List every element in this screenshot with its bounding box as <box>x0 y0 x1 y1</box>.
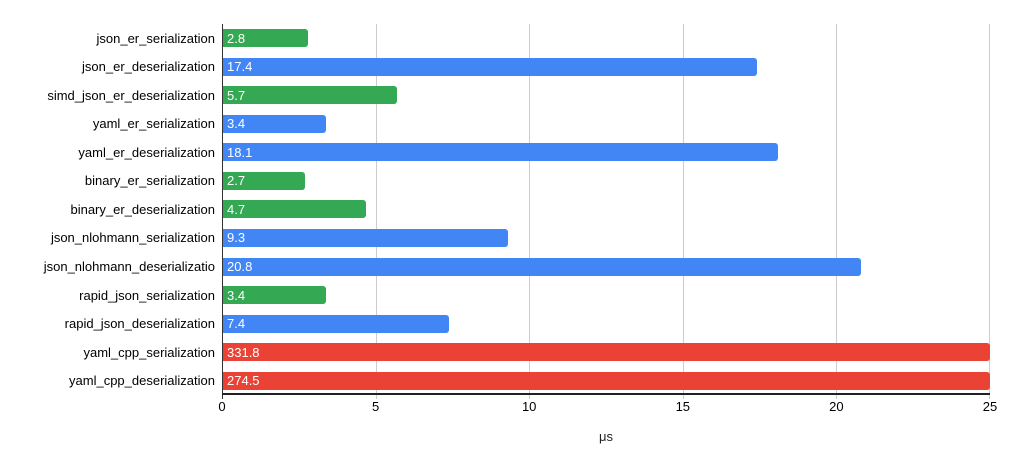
chart-row: 4.7 <box>222 195 990 224</box>
chart-row: 2.8 <box>222 24 990 53</box>
bar[interactable]: 20.8 <box>222 257 861 276</box>
bar[interactable]: 9.3 <box>222 228 508 247</box>
gridlines <box>222 24 990 399</box>
bar-value-label: 17.4 <box>227 59 253 75</box>
plot-area: 2.8 17.4 5.7 3.4 18.1 2.7 4.7 9.3 20.8 3.4 7.4 331.… <box>222 24 990 399</box>
gridline-25 <box>989 24 990 399</box>
bar[interactable]: 5.7 <box>222 86 398 105</box>
gridline-5 <box>375 24 377 399</box>
category-label: rapid_json_deserialization <box>64 316 215 332</box>
chart-row: 9.3 <box>222 224 990 253</box>
y-axis-labels: json_er_serialization json_er_deserializa… <box>0 24 215 395</box>
chart-row: 2.7 <box>222 167 990 196</box>
category-label: json_er_serialization <box>96 30 215 46</box>
chart-row: 7.4 <box>222 309 990 338</box>
category-label: binary_er_serialization <box>84 173 215 189</box>
chart-row: 20.8 <box>222 252 990 281</box>
category-label: simd_json_er_deserialization <box>47 87 215 103</box>
bar-value-label: 2.8 <box>227 30 246 46</box>
x-tick-label: 15 <box>675 399 691 414</box>
bar[interactable]: 7.4 <box>222 314 450 333</box>
bar[interactable]: 17.4 <box>222 57 757 76</box>
bar-value-label: 3.4 <box>227 287 246 303</box>
bar-value-label: 3.4 <box>227 116 246 132</box>
x-axis-tick-labels: 0 5 10 15 20 25 <box>218 399 997 415</box>
bar-value-label: 9.3 <box>227 230 246 246</box>
bar[interactable]: 4.7 <box>222 200 367 219</box>
x-tick-label: 0 <box>218 399 226 414</box>
category-label: yaml_cpp_serialization <box>83 344 215 360</box>
bar-value-label: 274.5 <box>227 373 260 389</box>
category-label: yaml_cpp_deserialization <box>69 373 215 389</box>
bar[interactable]: 18.1 <box>222 143 779 162</box>
bar[interactable]: 274.5 <box>222 371 990 390</box>
category-label: binary_er_deserialization <box>70 201 215 217</box>
x-tick-label: 10 <box>521 399 537 414</box>
x-tick-label: 5 <box>371 399 380 414</box>
bar-value-label: 2.7 <box>227 173 246 189</box>
x-axis-line <box>222 393 990 395</box>
gridline-10 <box>529 24 531 399</box>
chart-row: 331.8 <box>222 338 990 367</box>
gridline-15 <box>682 24 684 399</box>
category-label: rapid_json_serialization <box>79 287 215 303</box>
chart-row: 3.4 <box>222 110 990 139</box>
bar-value-label: 18.1 <box>227 144 253 160</box>
chart-row: 274.5 <box>222 366 990 395</box>
category-label: yaml_er_deserialization <box>78 144 215 160</box>
bar[interactable]: 2.8 <box>222 29 309 48</box>
bar-value-label: 331.8 <box>227 344 260 360</box>
x-tick-label: 20 <box>829 399 844 414</box>
bar[interactable]: 3.4 <box>222 286 327 305</box>
category-label: json_nlohmann_serialization <box>50 230 215 246</box>
y-axis-line <box>222 24 223 399</box>
gridline-20 <box>836 24 838 399</box>
bar[interactable]: 331.8 <box>222 343 990 362</box>
bar-value-label: 4.7 <box>227 201 246 217</box>
category-label: json_nlohmann_deserializatio <box>43 259 215 275</box>
bar[interactable]: 3.4 <box>222 114 327 133</box>
bar-value-label: 7.4 <box>227 316 246 332</box>
category-label: json_er_deserialization <box>82 59 215 75</box>
bar[interactable]: 2.7 <box>222 171 305 190</box>
chart-row: 17.4 <box>222 53 990 82</box>
bar-value-label: 20.8 <box>227 259 253 275</box>
x-axis-title: μs <box>599 429 613 444</box>
bars-layer: 2.8 17.4 5.7 3.4 18.1 2.7 4.7 9.3 20.8 3.4 7.4 331.… <box>222 24 990 395</box>
bar-value-label: 5.7 <box>227 87 246 103</box>
chart-row: 5.7 <box>222 81 990 110</box>
chart-row: 18.1 <box>222 138 990 167</box>
category-label: yaml_er_serialization <box>92 116 215 132</box>
x-tick-label: 25 <box>982 399 998 414</box>
chart-row: 3.4 <box>222 281 990 310</box>
